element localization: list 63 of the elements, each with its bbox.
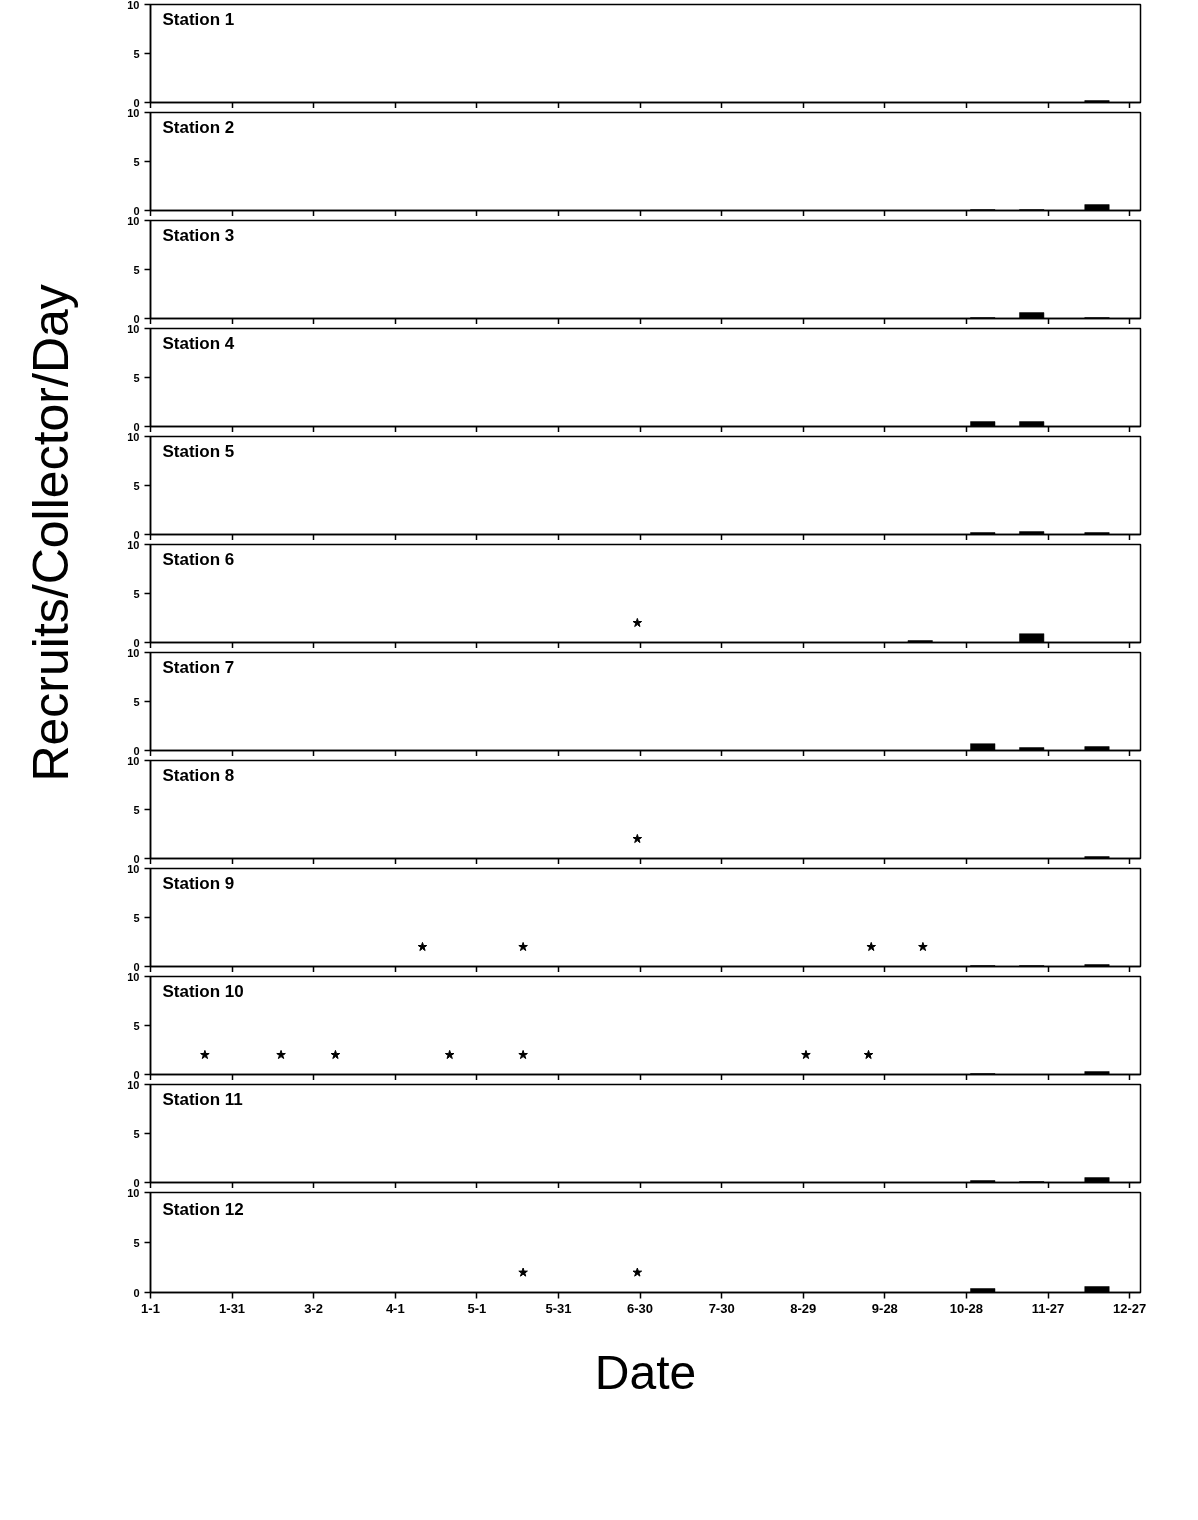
y-tick-label: 10 [127, 646, 140, 659]
y-tick-label: 5 [133, 587, 140, 600]
x-axis-title: Date [594, 1345, 697, 1399]
y-tick-label: 10 [127, 1078, 140, 1091]
y-tick-label: 0 [133, 528, 140, 541]
x-tick-label: 4-1 [385, 1300, 405, 1316]
x-tick-label: 1-31 [219, 1300, 246, 1316]
x-tick-label: 10-28 [949, 1300, 984, 1316]
y-tick-label: 5 [133, 371, 140, 384]
y-tick-label: 10 [127, 970, 140, 983]
chart-title: Station 8 [162, 765, 235, 785]
chart-title: Station 3 [162, 225, 235, 245]
chart-title: Station 10 [162, 981, 244, 1001]
y-tick-label: 10 [127, 754, 140, 767]
y-tick-label: 0 [133, 96, 140, 109]
y-tick-label: 10 [127, 106, 140, 119]
y-tick-label: 0 [133, 1068, 140, 1081]
chart-title: Station 9 [162, 873, 235, 893]
y-tick-label: 0 [133, 1176, 140, 1189]
y-tick-label: 5 [133, 155, 140, 168]
y-tick-label: 0 [133, 744, 140, 757]
x-tick-label: 11-27 [1031, 1300, 1065, 1316]
y-tick-label: 10 [127, 322, 140, 335]
y-tick-label: 0 [133, 420, 140, 433]
y-tick-label: 5 [133, 263, 140, 276]
chart-title: Station 6 [162, 549, 235, 569]
y-tick-label: 5 [133, 47, 140, 60]
x-tick-label: 1-1 [141, 1300, 160, 1316]
y-tick-label: 5 [133, 1127, 140, 1140]
y-tick-label: 0 [133, 204, 140, 217]
y-tick-label: 5 [133, 911, 140, 924]
y-tick-label: 0 [133, 1286, 140, 1299]
chart-title: Station 7 [162, 657, 235, 677]
x-tick-label: 6-30 [627, 1300, 654, 1316]
x-tick-label: 8-29 [790, 1300, 817, 1316]
chart-title: Station 12 [162, 1199, 244, 1219]
y-tick-label: 5 [133, 1019, 140, 1032]
y-tick-label: 10 [127, 430, 140, 443]
y-tick-label: 0 [133, 312, 140, 325]
y-tick-label: 10 [127, 862, 140, 875]
y-tick-label: 10 [127, 214, 140, 227]
y-tick-label: 10 [127, 1186, 140, 1199]
y-tick-label: 10 [127, 0, 140, 11]
chart-title: Station 11 [162, 1089, 243, 1109]
chart-title: Station 4 [162, 333, 235, 353]
x-tick-label: 12-27 [1113, 1300, 1147, 1316]
chart-title: Station 1 [162, 9, 235, 29]
y-axis-title: Recruits/Collector/Day [22, 284, 79, 782]
x-tick-label: 3-2 [304, 1300, 324, 1316]
y-tick-label: 0 [133, 852, 140, 865]
y-tick-label: 0 [133, 636, 140, 649]
y-tick-label: 10 [127, 538, 140, 551]
y-tick-label: 5 [133, 479, 140, 492]
y-tick-label: 5 [133, 695, 140, 708]
x-tick-label: 5-31 [545, 1300, 572, 1316]
y-tick-label: 0 [133, 960, 140, 973]
chart-title: Station 5 [162, 441, 235, 461]
x-tick-label: 9-28 [871, 1300, 898, 1316]
y-tick-label: 5 [133, 1236, 140, 1249]
chart-title: Station 2 [162, 117, 235, 137]
x-tick-label: 7-30 [708, 1300, 735, 1316]
y-tick-label: 5 [133, 803, 140, 816]
x-tick-label: 5-1 [467, 1300, 487, 1316]
